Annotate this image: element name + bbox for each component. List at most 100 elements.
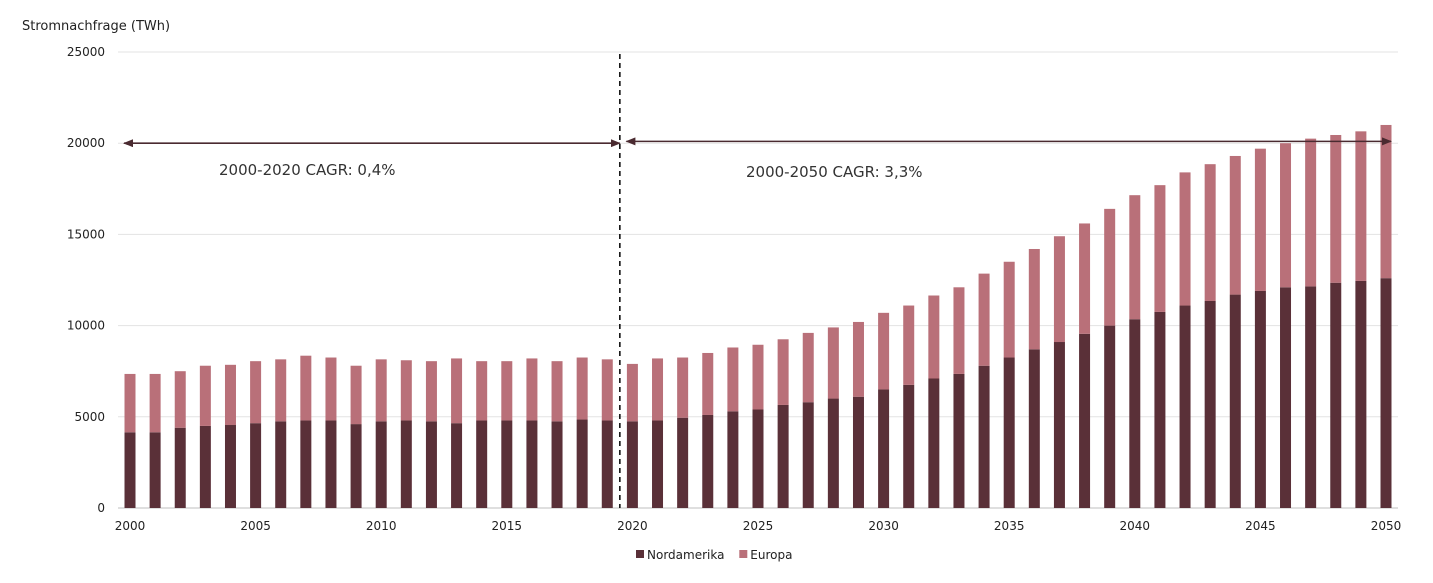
bar-nordamerika [878, 389, 890, 508]
bar-nordamerika [777, 404, 789, 508]
bar-europa [1079, 223, 1091, 334]
bar-nordamerika [451, 423, 463, 508]
x-tick-label: 2000 [115, 519, 146, 533]
bar-nordamerika [1380, 278, 1392, 508]
bar-europa [350, 365, 362, 425]
bar-nordamerika [953, 373, 965, 508]
bar-europa [852, 321, 864, 397]
bar-europa [727, 347, 739, 412]
bar-europa [1053, 236, 1065, 343]
bar-nordamerika [852, 396, 864, 508]
bar-europa [702, 352, 714, 415]
bar-europa [802, 332, 814, 403]
bar-europa [1254, 148, 1266, 291]
bar-europa [1280, 143, 1292, 288]
bar-europa [275, 359, 287, 422]
bar-europa [652, 358, 664, 421]
bar-europa [199, 365, 211, 426]
bar-europa [752, 344, 764, 410]
bar-europa [827, 327, 839, 399]
bar-nordamerika [1254, 290, 1266, 508]
bar-nordamerika [677, 417, 689, 508]
bar-nordamerika [501, 420, 513, 508]
bar-europa [476, 361, 488, 421]
legend-label: Nordamerika [647, 548, 724, 562]
x-tick-label: 2010 [366, 519, 397, 533]
bar-europa [1355, 131, 1367, 281]
bar-nordamerika [1229, 294, 1241, 508]
bar-nordamerika [727, 411, 739, 508]
x-tick-label: 2015 [492, 519, 523, 533]
x-tick-label: 2020 [617, 519, 648, 533]
bar-europa [501, 361, 513, 421]
y-tick-label: 10000 [67, 319, 105, 333]
bar-nordamerika [224, 425, 236, 508]
y-tick-label: 25000 [67, 45, 105, 59]
bar-nordamerika [752, 409, 764, 508]
bar-nordamerika [1280, 287, 1292, 508]
bar-nordamerika [375, 421, 387, 508]
bar-nordamerika [1053, 342, 1065, 508]
bar-europa [878, 312, 890, 390]
bar-nordamerika [903, 384, 915, 508]
bar-europa [1154, 185, 1166, 312]
bar-nordamerika [1154, 311, 1166, 508]
bar-europa [576, 357, 588, 420]
x-tick-label: 2005 [240, 519, 271, 533]
x-tick-label: 2045 [1245, 519, 1276, 533]
bar-europa [250, 361, 262, 424]
bar-nordamerika [551, 421, 563, 508]
bar-nordamerika [350, 424, 362, 508]
bar-nordamerika [601, 420, 613, 508]
bar-nordamerika [1129, 319, 1141, 508]
legend-label: Europa [750, 548, 792, 562]
bar-europa [928, 295, 940, 379]
y-tick-label: 5000 [74, 410, 105, 424]
bar-nordamerika [576, 419, 588, 508]
y-axis-label: Stromnachfrage (TWh) [22, 19, 170, 34]
bar-nordamerika [1204, 300, 1216, 508]
bar-europa [978, 273, 990, 366]
cagr-annotation: 2000-2020 CAGR: 0,4% [219, 161, 396, 179]
bar-nordamerika [1003, 357, 1015, 508]
bar-nordamerika [1355, 280, 1367, 508]
cagr-annotation: 2000-2050 CAGR: 3,3% [746, 163, 923, 181]
bar-nordamerika [476, 420, 488, 508]
bar-europa [626, 363, 638, 422]
bar-europa [903, 305, 915, 385]
y-tick-label: 15000 [67, 227, 105, 241]
bar-nordamerika [1028, 349, 1040, 508]
bar-nordamerika [250, 423, 262, 508]
bar-europa [677, 357, 689, 418]
bar-europa [953, 287, 965, 374]
bar-nordamerika [325, 420, 337, 508]
bar-europa [777, 339, 789, 405]
bar-europa [224, 364, 236, 426]
bar-nordamerika [425, 421, 437, 508]
bar-nordamerika [149, 432, 161, 508]
x-tick-label: 2030 [868, 519, 899, 533]
bar-europa [425, 361, 437, 422]
bar-europa [1003, 261, 1015, 358]
bar-europa [1305, 138, 1317, 287]
x-tick-label: 2040 [1120, 519, 1151, 533]
bar-europa [551, 361, 563, 422]
legend-swatch [739, 550, 748, 558]
bar-europa [601, 359, 613, 421]
y-tick-label: 20000 [67, 136, 105, 150]
bar-europa [526, 358, 538, 421]
bar-nordamerika [1179, 305, 1191, 508]
bar-nordamerika [124, 432, 136, 508]
bar-nordamerika [1305, 286, 1317, 508]
legend-swatch [636, 550, 644, 558]
bar-europa [451, 358, 463, 424]
bar-nordamerika [199, 425, 211, 508]
bar-nordamerika [174, 427, 186, 508]
bar-europa [325, 357, 337, 421]
bar-nordamerika [827, 398, 839, 508]
bar-nordamerika [928, 378, 940, 508]
bar-nordamerika [978, 365, 990, 508]
bar-nordamerika [702, 414, 714, 508]
bar-europa [1330, 134, 1342, 283]
